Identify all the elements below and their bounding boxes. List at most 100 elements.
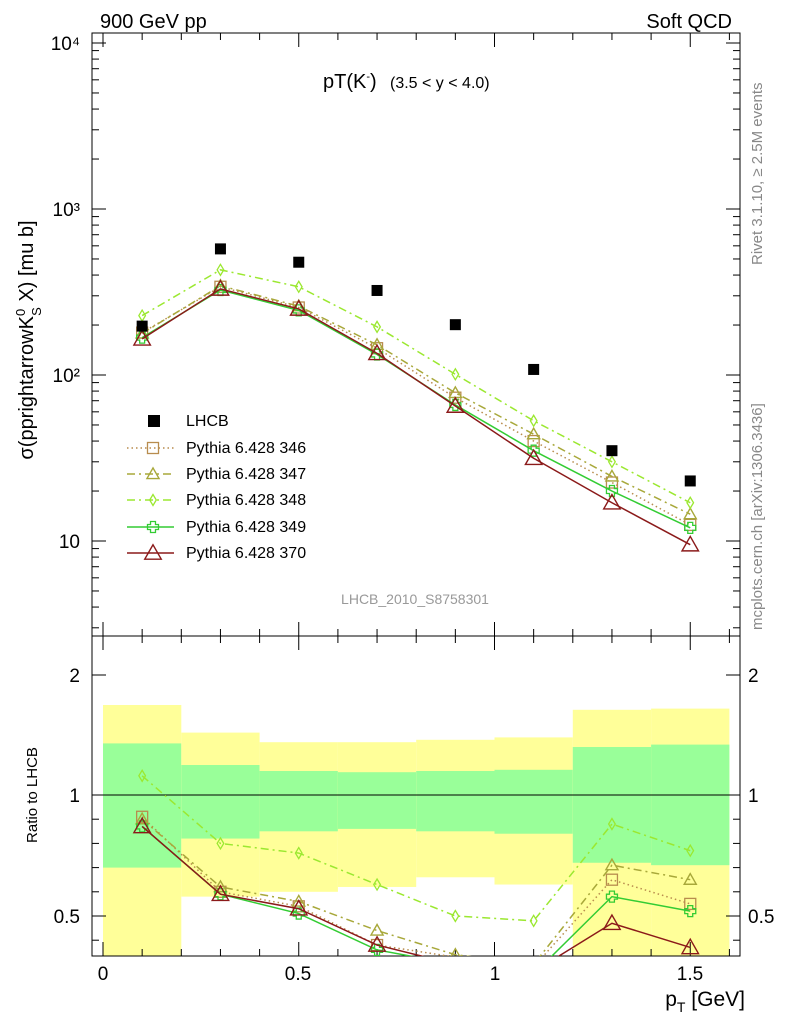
main-point-series-1-7: [682, 506, 698, 520]
chart-title-sup: -: [366, 71, 370, 83]
ratio-point-series-1-7: [682, 872, 698, 885]
ratio-line-series-0: [141, 816, 691, 956]
ratio-point-series-4-3: [367, 935, 387, 952]
ratio-band-green-0: [103, 743, 182, 868]
ratio-point-series-1-3: [369, 923, 385, 936]
chart-title-main: pT(K: [323, 71, 367, 93]
legend-label-349: Pythia 6.428 349: [186, 519, 306, 536]
ratio-band-green-1: [181, 765, 260, 839]
x-tick-0: 0: [98, 964, 109, 985]
x-tick-1: 1: [490, 964, 501, 985]
ratio-line-series-1: [141, 818, 691, 956]
ratio-point-series-2-1: [216, 836, 225, 851]
ratio-tick-1-left: 1: [69, 786, 80, 807]
ratio-band-green-4: [416, 771, 495, 832]
data-point-3: [371, 284, 383, 296]
main-series: [132, 243, 700, 552]
ratio-band-green-5: [494, 769, 573, 834]
main-point-series-2-4: [451, 367, 460, 382]
ratio-point-series-2-2: [294, 846, 303, 860]
ratio-tick-0.5-right: 0.5: [748, 907, 774, 928]
main-point-series-2-7: [686, 495, 695, 510]
legend-label-data: LHCB: [186, 413, 229, 430]
legend-marker-series-3: [146, 520, 160, 534]
ratio-point-series-2-0: [138, 769, 147, 783]
main-point-series-0-5: [527, 434, 540, 448]
main-axis-ticks: [92, 33, 740, 956]
legend-marker-series-0: [146, 441, 160, 455]
legend-label-348: Pythia 6.428 348: [186, 492, 306, 509]
y-tick-100: 10²: [53, 366, 80, 387]
ratio-line-series-2: [141, 775, 691, 922]
y-axis-label-sup: 0: [13, 309, 28, 316]
main-point-series-3-5: [527, 444, 540, 457]
y-tick-1000: 10³: [53, 200, 80, 221]
main-point-series-2-5: [529, 414, 538, 428]
data-point-2: [293, 256, 305, 268]
ratio-point-series-0-0: [135, 810, 149, 823]
main-line-series-0: [141, 285, 691, 526]
main-point-series-2-3: [372, 320, 382, 334]
x-axis-label: pT [GeV]: [665, 988, 745, 1015]
x-axis-label-sub: T: [677, 999, 686, 1015]
ratio-point-series-1-2: [291, 894, 307, 907]
y-axis-label: σ(pprightarrowK0S X) [mu b]: [13, 220, 44, 459]
ratio-point-series-1-0: [134, 811, 150, 825]
main-point-series-4-7: [680, 535, 700, 552]
main-line-series-4: [141, 288, 691, 546]
y-tick-10: 10: [59, 532, 80, 553]
main-point-series-1-6: [604, 468, 620, 482]
ratio-series: [132, 769, 700, 956]
y-axis-label-rest: X) [mu b]: [16, 220, 38, 307]
legend-label-347: Pythia 6.428 347: [186, 466, 306, 483]
ratio-point-series-1-4: [450, 947, 461, 956]
ratio-point-series-1-1: [213, 879, 228, 893]
main-point-series-4-2: [289, 299, 309, 316]
legend-marker-series-1: [145, 466, 161, 480]
ratio-point-series-2-6: [607, 817, 617, 831]
ratio-tick-1-right: 1: [748, 786, 759, 807]
ratio-tick-2-left: 2: [69, 666, 80, 687]
analysis-watermark: LHCB_2010_S8758301: [341, 591, 489, 607]
header-right: Soft QCD: [646, 11, 732, 33]
main-point-series-4-3: [367, 343, 387, 361]
ratio-y-label: Ratio to LHCB: [24, 747, 41, 843]
main-point-series-1-5: [526, 426, 541, 440]
main-point-series-4-4: [445, 396, 465, 413]
ratio-line-series-4: [141, 825, 691, 956]
x-axis-label-unit: [GeV]: [685, 988, 745, 1011]
legend-marker-series-2: [148, 493, 158, 507]
ratio-point-series-3-7: [684, 905, 697, 918]
main-point-series-2-6: [607, 455, 617, 469]
main-point-series-3-6: [605, 484, 619, 498]
ratio-point-series-0-6: [605, 873, 619, 886]
ratio-tick-0.5-left: 0.5: [54, 907, 80, 928]
legend-label-346: Pythia 6.428 346: [186, 440, 306, 457]
ratio-band-green-6: [572, 747, 652, 863]
ratio-point-series-2-4: [451, 909, 460, 923]
ratio-point-series-4-6: [602, 913, 622, 931]
ratio-bands: [92, 705, 740, 956]
legend-marker-series-4: [143, 543, 163, 560]
mcplots-label: mcplots.cern.ch [arXiv:1306.3436]: [749, 403, 766, 630]
ratio-point-series-2-7: [686, 843, 695, 858]
chart-title: pT(K-): [323, 71, 377, 93]
chart-title-close: ): [370, 71, 377, 93]
x-axis-label-text: p: [665, 988, 677, 1011]
ratio-point-series-2-5: [529, 914, 538, 928]
ratio-point-series-1-6: [604, 857, 620, 871]
y-axis-label-sub: S: [29, 307, 44, 316]
data-point-1: [214, 243, 226, 255]
ratio-point-series-2-3: [372, 877, 382, 892]
ratio-axis-ticks: [92, 674, 740, 941]
ratio-tick-2-right: 2: [748, 666, 759, 687]
ratio-point-series-4-1: [210, 884, 230, 902]
main-point-series-0-6: [605, 476, 619, 489]
ratio-line-series-3: [141, 825, 691, 956]
main-point-series-2-2: [294, 280, 303, 294]
y-tick-10000: 10⁴: [51, 34, 80, 55]
rivet-label: Rivet 3.1.10, ≥ 2.5M events: [749, 83, 766, 266]
x-tick-0.5: 0.5: [285, 964, 311, 985]
ratio-band-green-2: [259, 771, 338, 832]
